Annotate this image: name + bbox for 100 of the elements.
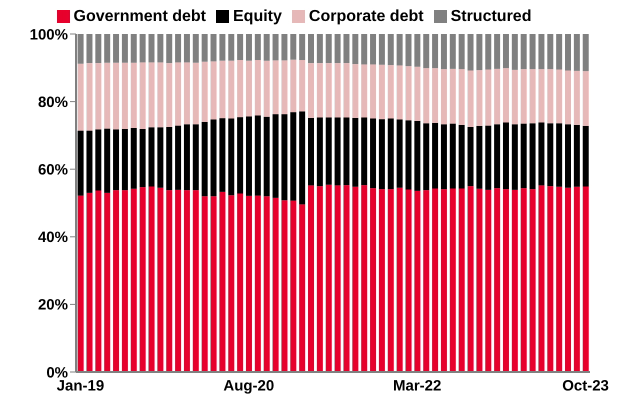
bar <box>326 184 332 372</box>
bar <box>440 124 447 190</box>
bar <box>140 62 146 129</box>
bar <box>485 69 492 126</box>
bar <box>175 34 182 62</box>
bar <box>202 62 208 122</box>
bar <box>538 69 544 123</box>
bar <box>254 196 261 372</box>
bar <box>440 34 447 70</box>
bar <box>140 34 146 62</box>
bar <box>582 126 589 186</box>
bar <box>237 117 244 194</box>
bar <box>299 204 306 372</box>
bar <box>281 60 288 114</box>
bar <box>290 60 296 112</box>
bar <box>219 34 226 61</box>
bar <box>334 117 341 186</box>
bar <box>122 128 128 190</box>
bar <box>86 63 92 131</box>
bar <box>370 118 376 188</box>
bar <box>175 62 182 126</box>
bar <box>334 63 341 118</box>
bar <box>184 34 190 62</box>
bar <box>104 128 110 193</box>
bar <box>264 34 270 61</box>
bar <box>361 34 368 64</box>
x-tick-label: Aug-20 <box>223 378 274 395</box>
bar <box>582 34 589 72</box>
bar <box>113 34 120 63</box>
bar <box>130 128 137 189</box>
bar <box>104 192 110 372</box>
bar <box>352 118 358 187</box>
bar <box>556 34 562 70</box>
bar <box>334 185 341 372</box>
bar <box>175 126 182 190</box>
bar <box>574 70 580 125</box>
bar <box>326 63 332 118</box>
bar <box>202 196 208 372</box>
bar <box>547 34 554 70</box>
bar <box>334 34 341 64</box>
bar <box>512 124 518 190</box>
bar <box>432 34 438 68</box>
bar <box>450 124 456 188</box>
bar <box>272 198 279 372</box>
bar <box>166 34 172 64</box>
legend-label: Equity <box>233 8 282 25</box>
y-tick-label: 80% <box>38 94 68 111</box>
bar <box>396 65 403 120</box>
bar <box>450 34 456 69</box>
bar <box>166 190 172 372</box>
bar <box>343 34 350 64</box>
bar <box>140 187 146 372</box>
y-tick-label: 20% <box>38 296 68 314</box>
bar <box>192 62 199 124</box>
bar <box>565 124 572 188</box>
bar <box>299 60 306 112</box>
bar <box>388 118 394 190</box>
y-tick-label: 40% <box>38 229 68 246</box>
bar <box>104 62 110 129</box>
bar <box>246 60 252 116</box>
bar <box>530 189 536 372</box>
bar <box>122 34 128 63</box>
bar <box>281 200 288 372</box>
bar <box>130 62 137 128</box>
bar <box>95 34 102 64</box>
bar <box>502 34 509 68</box>
bar <box>113 190 120 372</box>
bar <box>290 200 296 372</box>
bar <box>86 130 92 193</box>
bar <box>246 116 252 196</box>
bar <box>582 186 589 372</box>
bar <box>458 124 465 188</box>
bar <box>352 64 358 118</box>
bar <box>281 114 288 200</box>
bar <box>130 188 137 372</box>
bar <box>468 70 474 127</box>
bar <box>308 118 314 186</box>
bar <box>565 70 572 124</box>
bar <box>148 127 154 186</box>
bar <box>423 68 430 124</box>
bar <box>423 34 430 68</box>
bar <box>246 34 252 61</box>
bar <box>184 190 190 372</box>
bar <box>494 68 500 124</box>
bar <box>556 186 562 372</box>
bar <box>202 34 208 62</box>
bar <box>450 188 456 372</box>
bar <box>308 34 314 64</box>
bar <box>316 63 323 118</box>
bar <box>264 60 270 117</box>
bar <box>485 190 492 372</box>
bar <box>78 196 84 372</box>
bar <box>326 34 332 64</box>
bar <box>219 60 226 118</box>
bar <box>78 64 84 131</box>
bar <box>378 119 385 190</box>
bar <box>574 186 580 372</box>
legend-label: Government debt <box>74 8 206 25</box>
bar <box>370 34 376 64</box>
bar <box>122 190 128 372</box>
